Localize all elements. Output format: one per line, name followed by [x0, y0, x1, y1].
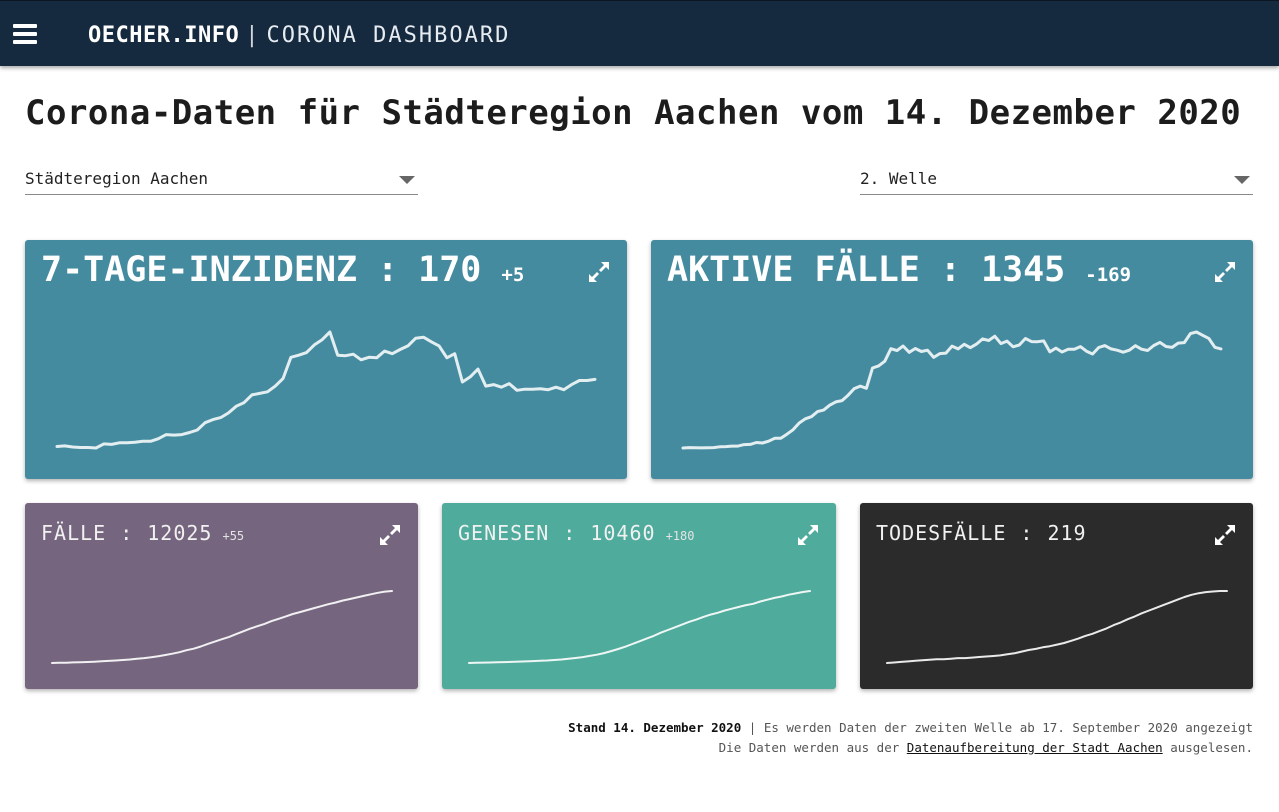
- card-todesfaelle[interactable]: TODESFÄLLE : 219: [860, 503, 1253, 689]
- wave-select-value: 2. Welle: [860, 169, 938, 188]
- card-value: 1345: [980, 250, 1066, 290]
- todesfaelle-chart: [886, 590, 1228, 664]
- brand[interactable]: OECHER.INFO | CORONA DASHBOARD: [88, 19, 510, 51]
- card-value: 10460: [590, 521, 656, 545]
- card-genesen[interactable]: GENESEN : 10460 +180: [442, 503, 836, 689]
- hamburger-menu-icon[interactable]: [13, 24, 37, 44]
- card-label: GENESEN: [458, 521, 550, 545]
- wave-select[interactable]: 2. Welle: [860, 166, 1253, 195]
- page-title: Corona-Daten für Städteregion Aachen vom…: [25, 93, 1242, 133]
- card-inzidenz[interactable]: 7-TAGE-INZIDENZ : 170 +5: [25, 240, 627, 479]
- card-label: FÄLLE: [41, 521, 107, 545]
- region-select[interactable]: Städteregion Aachen: [25, 166, 418, 195]
- footer-source-pre: Die Daten werden aus der: [718, 740, 900, 755]
- card-header: 7-TAGE-INZIDENZ : 170 +5: [41, 250, 524, 290]
- card-value: 170: [418, 250, 482, 290]
- brand-name: OECHER.INFO: [88, 22, 240, 48]
- card-aktive-faelle[interactable]: AKTIVE FÄLLE : 1345 -169: [651, 240, 1253, 479]
- caret-down-icon[interactable]: [1234, 176, 1250, 184]
- footer-source-link[interactable]: Datenaufbereitung der Stadt Aachen: [906, 740, 1163, 755]
- footer-pipe: |: [748, 720, 757, 735]
- aktive-line: [681, 330, 1223, 450]
- card-header: GENESEN : 10460 +180: [458, 521, 694, 545]
- card-separator: :: [563, 521, 577, 545]
- card-separator: :: [1020, 521, 1034, 545]
- card-label: AKTIVE FÄLLE: [667, 250, 920, 290]
- card-separator: :: [377, 250, 399, 290]
- card-header: TODESFÄLLE : 219: [876, 521, 1087, 545]
- card-faelle[interactable]: FÄLLE : 12025 +55: [25, 503, 418, 689]
- aktive-chart: [681, 330, 1223, 450]
- card-delta: +180: [665, 529, 695, 543]
- caret-down-icon[interactable]: [399, 176, 415, 184]
- genesen-line: [468, 590, 811, 664]
- expand-arrows-icon[interactable]: [378, 523, 402, 547]
- card-separator: :: [939, 250, 961, 290]
- todesfaelle-line: [886, 590, 1228, 664]
- card-header: AKTIVE FÄLLE : 1345 -169: [667, 250, 1131, 290]
- footer-wave-info: Es werden Daten der zweiten Welle ab 17.…: [763, 720, 1253, 735]
- footer-stand: Stand 14. Dezember 2020: [568, 720, 742, 735]
- card-value: 219: [1047, 521, 1087, 545]
- faelle-line: [51, 590, 393, 664]
- footer: Stand 14. Dezember 2020 | Es werden Date…: [568, 718, 1253, 758]
- expand-arrows-icon[interactable]: [1213, 260, 1237, 284]
- genesen-chart: [468, 590, 811, 664]
- region-select-value: Städteregion Aachen: [25, 169, 209, 188]
- card-delta: +5: [501, 264, 525, 286]
- inzidenz-line: [55, 330, 597, 450]
- expand-arrows-icon[interactable]: [587, 260, 611, 284]
- footer-source-post: ausgelesen.: [1170, 740, 1253, 755]
- expand-arrows-icon[interactable]: [1213, 523, 1237, 547]
- top-navbar: OECHER.INFO | CORONA DASHBOARD: [0, 0, 1279, 66]
- brand-subtitle: CORONA DASHBOARD: [266, 22, 511, 48]
- footer-line-1: Stand 14. Dezember 2020 | Es werden Date…: [568, 718, 1253, 738]
- inzidenz-chart: [55, 330, 597, 450]
- expand-arrows-icon[interactable]: [796, 523, 820, 547]
- card-label: 7-TAGE-INZIDENZ: [41, 250, 358, 290]
- card-value: 12025: [147, 521, 213, 545]
- card-label: TODESFÄLLE: [876, 521, 1007, 545]
- card-separator: :: [120, 521, 134, 545]
- card-header: FÄLLE : 12025 +55: [41, 521, 244, 545]
- brand-separator: |: [245, 22, 259, 48]
- footer-line-2: Die Daten werden aus der Datenaufbereitu…: [568, 738, 1253, 758]
- card-delta: -169: [1085, 264, 1132, 286]
- faelle-chart: [51, 590, 393, 664]
- card-delta: +55: [222, 529, 245, 543]
